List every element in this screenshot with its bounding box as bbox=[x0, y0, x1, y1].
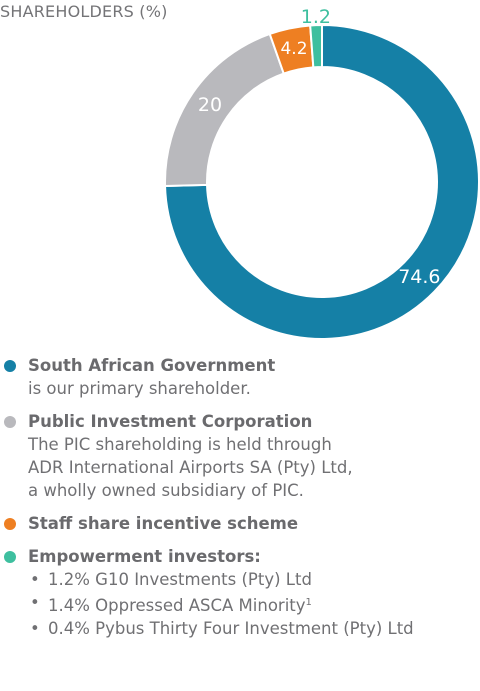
legend-desc-government-1: is our primary shareholder. bbox=[28, 379, 251, 398]
legend-dot-staff bbox=[4, 518, 16, 530]
legend: South African Government is our primary … bbox=[0, 354, 480, 650]
empowerment-bullet-list: 1.2% G10 Investments (Pty) Ltd 1.4% Oppr… bbox=[28, 568, 480, 640]
donut-slice-3 bbox=[309, 23, 323, 69]
legend-item-empowerment: Empowerment investors: 1.2% G10 Investme… bbox=[0, 545, 480, 640]
empowerment-bullet-1: 1.2% G10 Investments (Pty) Ltd bbox=[28, 568, 480, 591]
legend-item-pic: Public Investment Corporation The PIC sh… bbox=[0, 410, 480, 502]
empowerment-bullet-2: 1.4% Oppressed ASCA Minority1 bbox=[28, 591, 480, 617]
slice-value-label-2: 4.2 bbox=[280, 39, 307, 59]
footnote-marker: 1 bbox=[305, 597, 312, 608]
donut-slice-0 bbox=[164, 23, 480, 340]
legend-desc-pic-3: a wholly owned subsidiary of PIC. bbox=[28, 481, 304, 500]
empowerment-bullet-3: 0.4% Pybus Thirty Four Investment (Pty) … bbox=[28, 617, 480, 640]
chart-title: SHAREHOLDERS (%) bbox=[0, 2, 168, 21]
legend-title-empowerment: Empowerment investors: bbox=[28, 547, 261, 566]
donut-slice-1 bbox=[164, 32, 286, 187]
legend-title-pic: Public Investment Corporation bbox=[28, 412, 313, 431]
slice-value-label-3: 1.2 bbox=[301, 6, 331, 28]
legend-title-government: South African Government bbox=[28, 356, 276, 375]
legend-item-staff: Staff share incentive scheme bbox=[0, 512, 480, 535]
legend-item-government: South African Government is our primary … bbox=[0, 354, 480, 400]
slice-value-label-1: 20 bbox=[198, 94, 222, 116]
legend-title-staff: Staff share incentive scheme bbox=[28, 514, 299, 533]
legend-dot-pic bbox=[4, 416, 16, 428]
legend-dot-government bbox=[4, 360, 16, 372]
legend-desc-pic-1: The PIC shareholding is held through bbox=[28, 435, 332, 454]
legend-dot-empowerment bbox=[4, 551, 16, 563]
legend-desc-pic-2: ADR International Airports SA (Pty) Ltd, bbox=[28, 458, 353, 477]
donut-chart: 74.6 20 4.2 1.2 bbox=[164, 6, 480, 340]
slice-value-label-0: 74.6 bbox=[398, 266, 440, 288]
